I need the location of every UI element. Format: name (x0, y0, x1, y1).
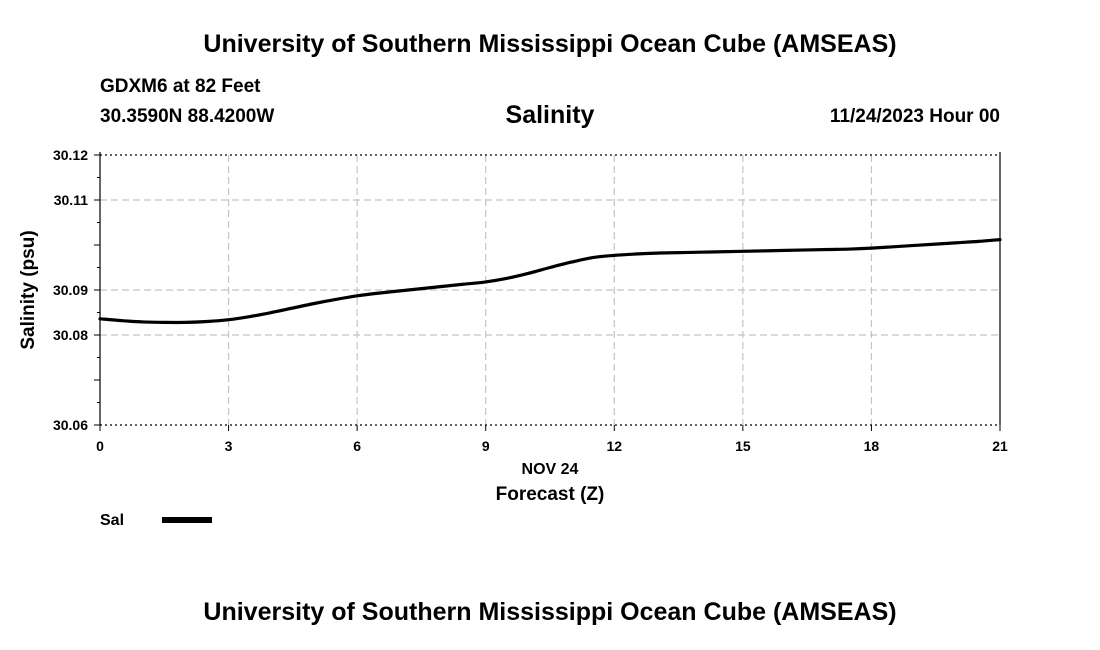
x-tick-label: 9 (482, 438, 490, 454)
footer-title: University of Southern Mississippi Ocean… (203, 598, 897, 626)
station-label: GDXM6 at 82 Feet (100, 76, 261, 97)
y-tick-label: 30.08 (53, 327, 88, 343)
x-axis-label: Forecast (Z) (496, 484, 605, 505)
axis-labels: 30.06 30.08 30.09 30.11 30.12 0 3 6 9 12 15 18 21 NOV… (18, 147, 1008, 505)
x-tick-label: 21 (992, 438, 1008, 454)
x-tick-label: 6 (353, 438, 361, 454)
y-tick-label: 30.12 (53, 147, 88, 163)
page-title: University of Southern Mississippi Ocean… (203, 30, 897, 58)
x-tick-label: 12 (606, 438, 622, 454)
y-tick-label: 30.09 (53, 282, 88, 298)
x-tick-label: 3 (225, 438, 233, 454)
coordinates-label: 30.3590N 88.4200W (100, 106, 275, 127)
axes (94, 152, 1001, 431)
series-line-sal (98, 238, 1002, 325)
y-axis-label: Salinity (psu) (18, 230, 39, 349)
x-axis-date-label: NOV 24 (522, 461, 579, 478)
legend: Sal (100, 512, 212, 529)
x-tick-label: 0 (96, 438, 104, 454)
series (98, 238, 1002, 325)
x-tick-label: 15 (735, 438, 751, 454)
grid (100, 154, 1000, 426)
x-tick-label: 18 (864, 438, 880, 454)
chart-title: Salinity (505, 101, 595, 129)
legend-label: Sal (100, 512, 124, 529)
y-tick-label: 30.11 (54, 192, 88, 208)
forecast-datetime: 11/24/2023 Hour 00 (829, 106, 1000, 127)
y-tick-label: 30.06 (53, 417, 88, 433)
